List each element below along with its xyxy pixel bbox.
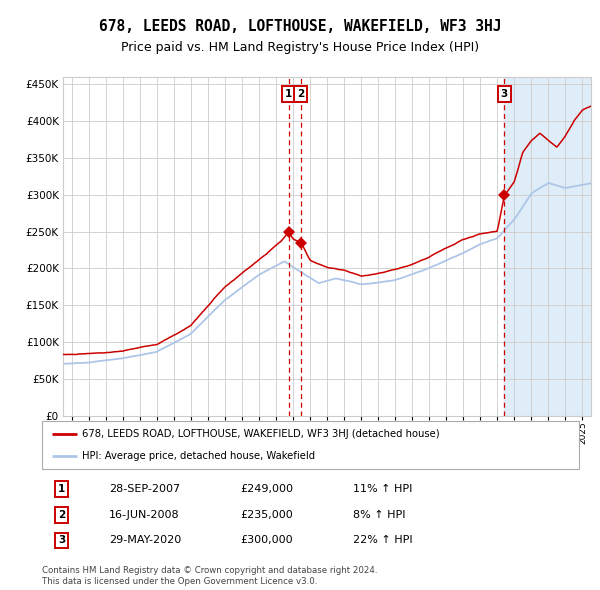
Text: Contains HM Land Registry data © Crown copyright and database right 2024.: Contains HM Land Registry data © Crown c… <box>42 566 377 575</box>
Text: Price paid vs. HM Land Registry's House Price Index (HPI): Price paid vs. HM Land Registry's House … <box>121 41 479 54</box>
Bar <box>505 77 591 416</box>
Text: This data is licensed under the Open Government Licence v3.0.: This data is licensed under the Open Gov… <box>42 577 317 586</box>
Text: 2: 2 <box>297 88 304 99</box>
Text: £300,000: £300,000 <box>241 536 293 545</box>
Text: 2: 2 <box>58 510 65 520</box>
Text: £235,000: £235,000 <box>241 510 293 520</box>
Text: 3: 3 <box>500 88 508 99</box>
Text: 29-MAY-2020: 29-MAY-2020 <box>109 536 181 545</box>
Text: 22% ↑ HPI: 22% ↑ HPI <box>353 536 413 545</box>
Text: 678, LEEDS ROAD, LOFTHOUSE, WAKEFIELD, WF3 3HJ: 678, LEEDS ROAD, LOFTHOUSE, WAKEFIELD, W… <box>99 19 501 34</box>
Text: 28-SEP-2007: 28-SEP-2007 <box>109 484 180 494</box>
Text: £249,000: £249,000 <box>241 484 293 494</box>
Text: HPI: Average price, detached house, Wakefield: HPI: Average price, detached house, Wake… <box>82 451 316 461</box>
Text: 8% ↑ HPI: 8% ↑ HPI <box>353 510 406 520</box>
Text: 1: 1 <box>285 88 292 99</box>
Text: 678, LEEDS ROAD, LOFTHOUSE, WAKEFIELD, WF3 3HJ (detached house): 678, LEEDS ROAD, LOFTHOUSE, WAKEFIELD, W… <box>82 429 440 439</box>
Text: 16-JUN-2008: 16-JUN-2008 <box>109 510 180 520</box>
Text: 1: 1 <box>58 484 65 494</box>
Text: 11% ↑ HPI: 11% ↑ HPI <box>353 484 413 494</box>
Text: 3: 3 <box>58 536 65 545</box>
